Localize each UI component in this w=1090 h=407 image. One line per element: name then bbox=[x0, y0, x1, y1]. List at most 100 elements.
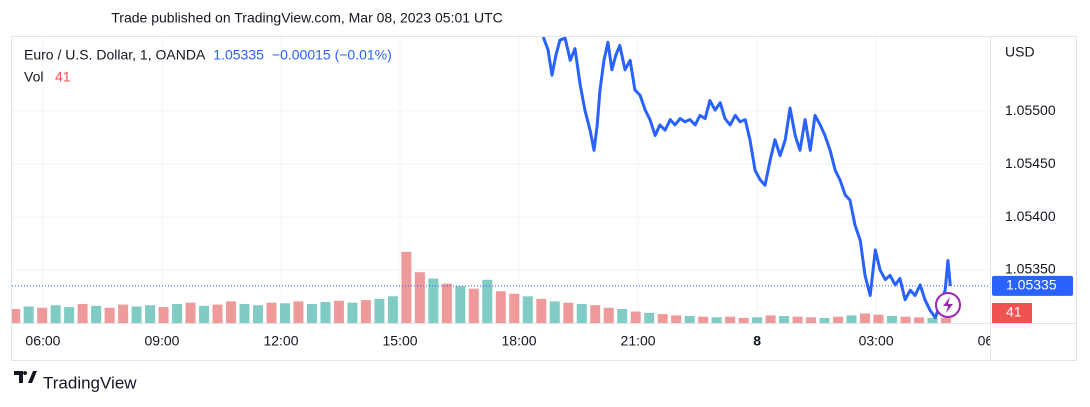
volume-bar bbox=[752, 317, 763, 323]
x-tick-label: 18:00 bbox=[502, 333, 537, 349]
last-volume-label: 41 bbox=[1006, 304, 1022, 320]
volume-bar bbox=[671, 315, 682, 323]
x-tick-label: 03:00 bbox=[859, 333, 894, 349]
price-line bbox=[541, 37, 952, 320]
volume-bar bbox=[563, 302, 574, 323]
volume-bar bbox=[374, 298, 385, 323]
volume-bar bbox=[833, 316, 844, 323]
volume-bar bbox=[158, 307, 169, 323]
lightning-icon bbox=[935, 292, 961, 318]
volume-bar bbox=[172, 303, 183, 323]
volume-bar bbox=[387, 296, 398, 323]
volume-bar bbox=[266, 302, 277, 323]
volume-bar bbox=[306, 303, 317, 323]
time-axis: 06:00 09:00 12:00 15:00 18:00 21:00 8 03:00 06:0… bbox=[25, 333, 1013, 349]
volume-bar bbox=[279, 303, 290, 323]
last-price-label: 1.05335 bbox=[1006, 277, 1057, 293]
last-price: 1.05335 bbox=[213, 47, 264, 63]
volume-bar bbox=[347, 302, 358, 323]
volume-bar bbox=[239, 303, 250, 323]
volume-bar bbox=[320, 302, 331, 323]
volume-bar bbox=[711, 317, 722, 323]
volume-bar bbox=[482, 279, 493, 323]
volume-bar bbox=[509, 293, 520, 323]
volume-bar bbox=[576, 303, 587, 323]
x-tick-label: 06:00 bbox=[978, 333, 1013, 349]
volume-bar bbox=[900, 316, 911, 323]
volume-bar bbox=[590, 305, 601, 323]
volume-bar bbox=[725, 316, 736, 323]
volume-bar bbox=[77, 303, 88, 323]
volume-bar bbox=[860, 313, 871, 323]
volume-bar bbox=[118, 304, 129, 323]
ticks: 1.05350 1.05400 1.05450 1.05500 bbox=[1005, 102, 1056, 277]
volume-bar bbox=[23, 306, 34, 323]
volume-bars bbox=[12, 251, 951, 323]
volume-bar bbox=[603, 307, 614, 323]
symbol-title: Euro / U.S. Dollar, 1, OANDA bbox=[24, 47, 206, 63]
volume-legend: Vol bbox=[24, 69, 43, 85]
volume-bar bbox=[630, 311, 641, 323]
volume-bar bbox=[549, 301, 560, 323]
volume-bar bbox=[873, 314, 884, 323]
brand-logo bbox=[14, 371, 37, 383]
volume-bar bbox=[199, 305, 210, 323]
volume-bar bbox=[441, 283, 452, 323]
volume-bar bbox=[887, 316, 898, 323]
volume-bar bbox=[37, 307, 48, 323]
volume-bar bbox=[779, 316, 790, 323]
volume-bar bbox=[684, 316, 695, 323]
volume-bar bbox=[913, 317, 924, 323]
volume-bar bbox=[333, 300, 344, 323]
y-tick-label: 1.05400 bbox=[1005, 208, 1056, 224]
volume-bar bbox=[414, 272, 425, 323]
volume-bar bbox=[468, 288, 479, 323]
x-tick-label: 12:00 bbox=[263, 333, 298, 349]
volume-bar bbox=[495, 291, 506, 323]
volume-bar bbox=[293, 301, 304, 323]
x-tick-label: 09:00 bbox=[144, 333, 179, 349]
y-tick-label: 1.05450 bbox=[1005, 155, 1056, 171]
volume-bar bbox=[536, 298, 547, 323]
volume-bar bbox=[212, 304, 223, 323]
y-axis-label: USD bbox=[1005, 44, 1035, 60]
volume-bar bbox=[657, 314, 668, 323]
published-note: Trade published on TradingView.com, Mar … bbox=[111, 10, 502, 26]
volume-bar bbox=[698, 316, 709, 323]
last-price-box bbox=[992, 275, 1073, 296]
volume-bar bbox=[401, 251, 412, 323]
x-tick-label: 21:00 bbox=[621, 333, 656, 349]
volume-bar bbox=[819, 317, 830, 323]
volume-bar bbox=[252, 305, 263, 323]
volume-bar bbox=[806, 317, 817, 323]
volume-bar bbox=[131, 306, 142, 323]
volume-bar bbox=[617, 309, 628, 323]
volume-bar bbox=[50, 305, 61, 323]
volume-bar bbox=[145, 305, 156, 323]
volume-bar bbox=[91, 305, 102, 323]
volume-bar bbox=[792, 316, 803, 323]
volume-bar bbox=[104, 307, 115, 323]
volume-bar bbox=[765, 315, 776, 323]
volume-bar bbox=[360, 300, 371, 323]
volume-bar bbox=[12, 309, 21, 323]
volume-bar bbox=[846, 315, 857, 323]
volume-bar bbox=[644, 312, 655, 323]
volume-bar bbox=[738, 317, 749, 323]
volume-bar bbox=[522, 296, 533, 323]
grid bbox=[12, 37, 990, 323]
volume-bar bbox=[455, 286, 466, 323]
x-tick-label: 15:00 bbox=[383, 333, 418, 349]
price-pane bbox=[12, 37, 990, 320]
x-tick-label: 06:00 bbox=[25, 333, 60, 349]
price-change: −0.00015 (−0.01%) bbox=[272, 47, 392, 63]
volume-bar bbox=[226, 301, 237, 323]
last-volume-box bbox=[992, 303, 1032, 323]
y-tick-label: 1.05350 bbox=[1005, 261, 1056, 277]
volume-bar bbox=[940, 317, 951, 323]
volume-bar bbox=[185, 302, 196, 323]
volume-bar bbox=[927, 317, 938, 323]
y-tick-label: 1.05500 bbox=[1005, 102, 1056, 118]
chart-frame bbox=[11, 36, 1077, 361]
